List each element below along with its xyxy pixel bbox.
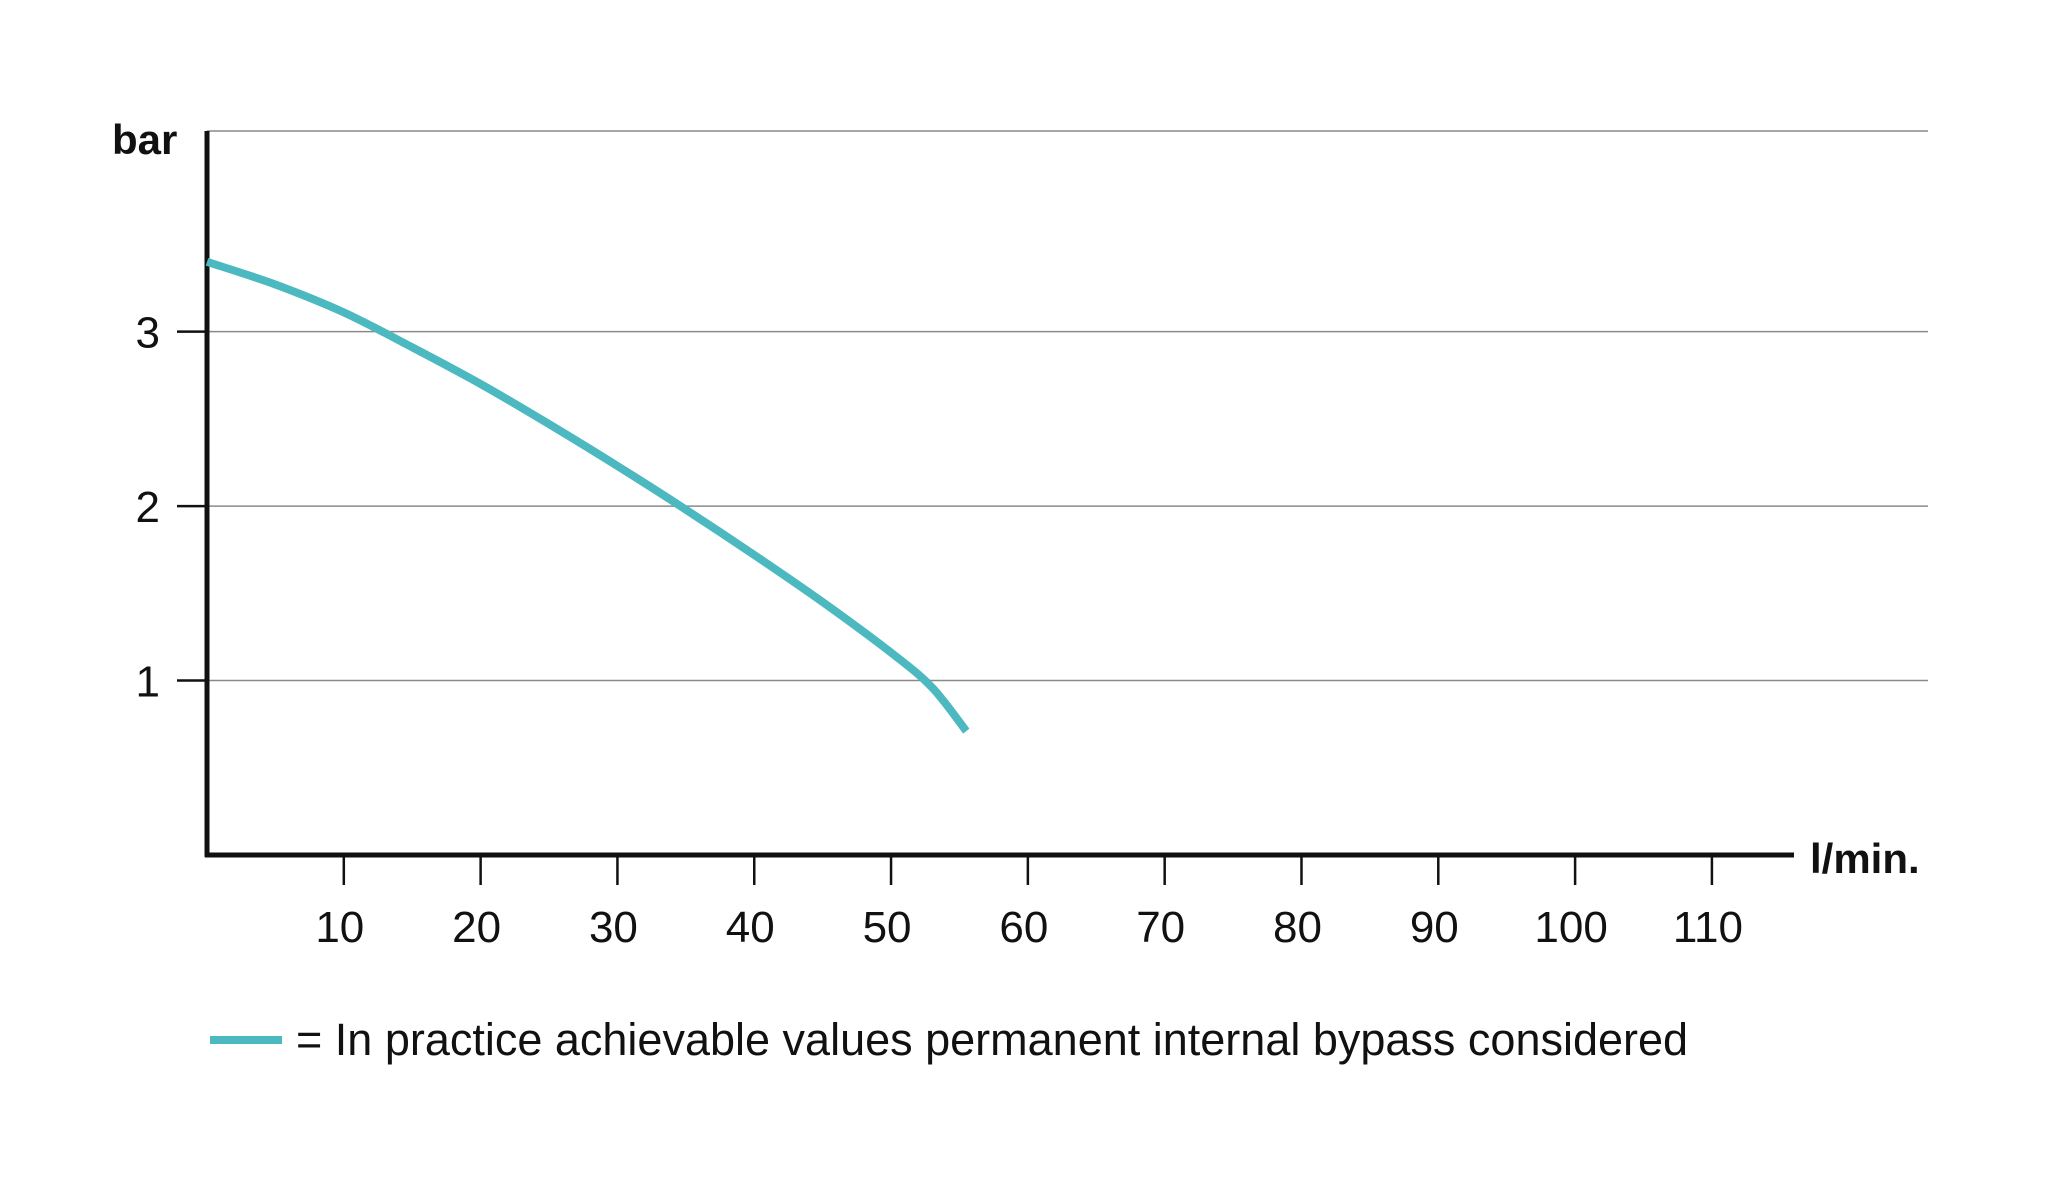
- gridlines: [207, 130, 1928, 682]
- x-tick-label: 40: [726, 903, 775, 952]
- x-axis-label: l/min.: [1810, 835, 1920, 882]
- x-tick-label: 60: [999, 903, 1048, 952]
- y-tick-label: 3: [136, 309, 160, 358]
- legend-text: = In practice achievable values permanen…: [296, 1014, 1688, 1065]
- series: [205, 258, 970, 734]
- x-tick-label: 50: [863, 903, 912, 952]
- x-tick-label: 110: [1673, 903, 1743, 952]
- y-tick-label: 2: [136, 483, 160, 532]
- y-tick-label: 1: [136, 658, 160, 707]
- axes: [204, 131, 1794, 858]
- ticks: 1 2 3 10 20 30 40 50 60 70 80 90 100 110: [136, 309, 1743, 952]
- legend: = In practice achievable values permanen…: [210, 1014, 1688, 1065]
- x-tick-label: 30: [589, 903, 638, 952]
- x-tick-label: 100: [1534, 903, 1607, 952]
- y-axis-label: bar: [112, 116, 177, 163]
- x-tick-label: 20: [452, 903, 501, 952]
- x-tick-label: 90: [1410, 903, 1459, 952]
- x-tick-label: 80: [1273, 903, 1322, 952]
- series-line-0: [205, 258, 970, 734]
- x-tick-label: 10: [315, 903, 364, 952]
- x-tick-label: 70: [1136, 903, 1185, 952]
